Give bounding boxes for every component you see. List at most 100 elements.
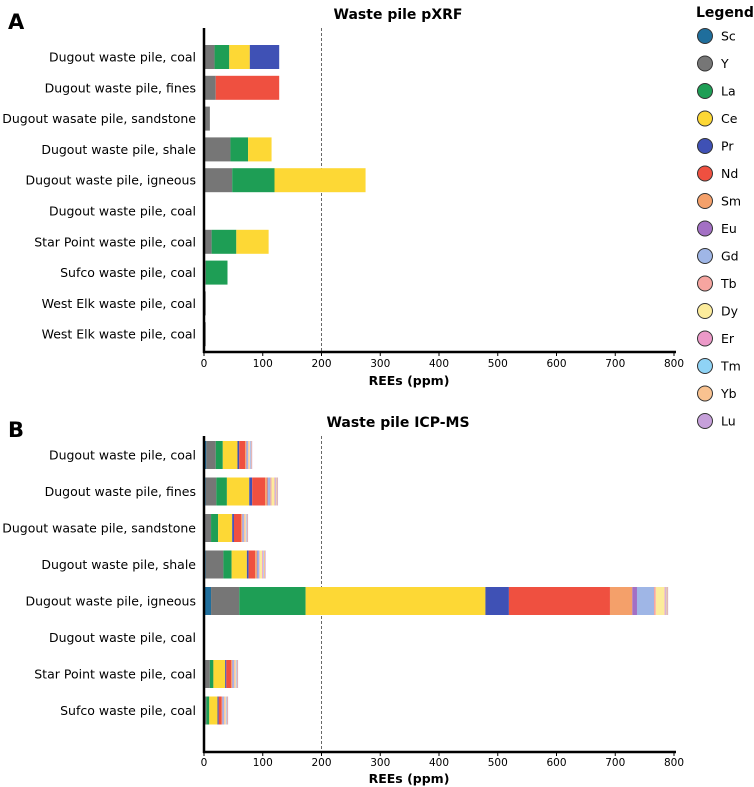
chart-b-bar-sm [265, 477, 268, 506]
chart-b: Dugout waste pile, coal Dugout waste pile… [2, 436, 684, 786]
chart-b-bar-sm [245, 441, 247, 469]
chart-b-bar-la [239, 587, 306, 615]
chart-b-x-tick-label: 400 [429, 757, 449, 769]
chart-a-bar-y [204, 45, 215, 69]
chart-b-category-label: Star Point waste pile, coal [34, 667, 196, 682]
chart-b-bar-er [664, 587, 666, 615]
chart-b-bar-nd [239, 441, 246, 469]
chart-b-bar-lu [251, 441, 253, 469]
chart-b-bar-pr [225, 660, 227, 688]
chart-b-bar-y [204, 696, 207, 725]
chart-a-x-tick-label: 100 [253, 358, 273, 370]
chart-b-bar-gd [246, 441, 249, 469]
chart-b-bar-tm [665, 587, 667, 615]
chart-b-bar-dy [259, 550, 263, 579]
chart-b-bar-yb [666, 587, 668, 615]
chart-b-bar-sc [204, 587, 212, 615]
legend-label-er: Er [721, 331, 735, 346]
chart-b-bar-ce [218, 514, 233, 542]
chart-b-bar-y [205, 477, 217, 506]
chart-b-bar-yb [226, 696, 228, 725]
chart-b-bar-ce [226, 477, 250, 506]
chart-b-bar-ce [231, 550, 247, 579]
chart-b-x-tick-label: 700 [605, 757, 625, 769]
chart-b-bar-pr [232, 514, 234, 542]
chart-b-bar-gd [268, 477, 271, 506]
chart-b-bar-eu [232, 660, 233, 688]
chart-b-bar-eu [256, 550, 258, 579]
legend-swatch-gd [697, 248, 713, 264]
legend-swatch-sm [697, 193, 713, 209]
legend-swatch-tb [697, 275, 713, 292]
chart-b-bar-gd [222, 696, 224, 725]
chart-b-bar-pr [249, 477, 253, 506]
chart-a-category-label: West Elk waste pile, coal [42, 327, 196, 342]
chart-b-bar-tb [654, 587, 656, 615]
chart-a-bar-la [205, 260, 228, 285]
chart-a-bar-y [204, 137, 231, 162]
chart-b-x-tick-label: 300 [370, 757, 390, 769]
chart-b-bar-la [216, 477, 227, 506]
chart-b-bar-gd [232, 660, 234, 688]
chart-b-x-tick-label: 800 [664, 757, 684, 769]
chart-b-bar-lu [237, 660, 239, 688]
chart-b-bar-tm [246, 514, 247, 542]
chart-b-x-tick-label: 200 [311, 757, 331, 769]
chart-b-x-tick-label: 600 [546, 757, 566, 769]
chart-b-bar-tb [259, 550, 260, 579]
chart-a-bar-ce [248, 137, 272, 162]
chart-a-bar-ce [236, 229, 269, 254]
legend-swatch-tm [697, 358, 713, 374]
chart-a-bar-la [214, 45, 230, 69]
chart-b-bar-la [211, 514, 219, 542]
legend-swatch-pr [697, 138, 713, 154]
legend-swatch-yb [697, 385, 713, 402]
chart-b-bar-er [249, 441, 251, 469]
chart-b-bar-dy [244, 514, 246, 542]
chart-a-category-label: Dugout waste pile, coal [49, 50, 196, 65]
chart-b-bar-lu [227, 696, 229, 725]
legend-label-sc: Sc [721, 29, 736, 44]
chart-a-bar-nd [215, 75, 280, 100]
chart-b-bar-yb [251, 441, 252, 469]
chart-a-x-tick-label: 500 [488, 358, 508, 370]
chart-b-bar-er [245, 514, 247, 542]
chart-b-bar-nd [248, 550, 256, 579]
chart-b-bar-tm [275, 477, 277, 506]
chart-b-bar-tm [250, 441, 251, 469]
chart-b-bar-lu [247, 514, 249, 542]
chart-b-bar-sm [609, 587, 633, 615]
chart-b-bar-eu [242, 514, 243, 542]
legend-label-y: Y [720, 56, 729, 71]
chart-b-bar-lu [265, 550, 266, 579]
chart-a-bar-pr [249, 45, 280, 69]
chart-a-category-label: Dugout waste pile, igneous [25, 173, 196, 188]
chart-b-bar-y [205, 514, 212, 542]
chart-a-category-label: Star Point waste pile, coal [34, 234, 196, 249]
chart-b-bar-ce [213, 660, 226, 688]
chart-b-bar-tb [270, 477, 272, 506]
chart-b-bar-tb [243, 514, 245, 542]
legend-swatch-dy [697, 303, 713, 319]
legend-label-la: La [721, 84, 736, 99]
legend-label-yb: Yb [720, 386, 737, 401]
legend-label-gd: Gd [721, 249, 739, 264]
chart-a: Dugout waste pile, coal Dugout waste pile… [2, 28, 684, 388]
chart-b-bar-tm [263, 550, 264, 579]
chart-b-category-label: Dugout waste pile, coal [49, 630, 196, 645]
chart-b-bar-eu [267, 477, 269, 506]
chart-a-bar-y [204, 168, 233, 193]
chart-b-bar-gd [242, 514, 244, 542]
chart-b-title: Waste pile ICP-MS [326, 415, 469, 431]
chart-b-bar-eu [632, 587, 637, 615]
chart-a-bar-la [230, 137, 249, 162]
chart-a-bar-y [204, 75, 216, 100]
legend-label-dy: Dy [721, 304, 739, 319]
legend-swatch-lu [697, 413, 713, 429]
chart-b-bar-er [235, 660, 237, 688]
chart-a-x-tick-label: 400 [429, 358, 449, 370]
legend: Sc Y La Ce Pr Nd Sm Eu Gd Tb Dy Er Tm Yb Lu [697, 28, 741, 429]
chart-b-x-tick-label: 100 [253, 757, 273, 769]
chart-b-bar-yb [263, 550, 266, 579]
